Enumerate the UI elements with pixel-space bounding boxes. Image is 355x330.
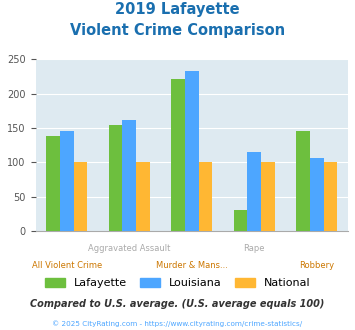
Text: Violent Crime Comparison: Violent Crime Comparison — [70, 23, 285, 38]
Bar — [109, 125, 122, 231]
Text: All Violent Crime: All Violent Crime — [32, 261, 102, 270]
Bar — [122, 120, 136, 231]
Bar — [60, 131, 73, 231]
Bar — [185, 71, 198, 231]
Bar — [323, 162, 337, 231]
Bar — [198, 162, 212, 231]
Bar — [73, 162, 87, 231]
Bar — [234, 211, 247, 231]
Bar — [247, 152, 261, 231]
Text: Robbery: Robbery — [299, 261, 334, 270]
Bar — [46, 136, 60, 231]
Text: © 2025 CityRating.com - https://www.cityrating.com/crime-statistics/: © 2025 CityRating.com - https://www.city… — [53, 321, 302, 327]
Text: Rape: Rape — [244, 244, 265, 253]
Text: Compared to U.S. average. (U.S. average equals 100): Compared to U.S. average. (U.S. average … — [30, 299, 325, 309]
Text: Aggravated Assault: Aggravated Assault — [88, 244, 170, 253]
Bar — [310, 158, 323, 231]
Text: Murder & Mans...: Murder & Mans... — [156, 261, 228, 270]
Bar — [261, 162, 275, 231]
Text: 2019 Lafayette: 2019 Lafayette — [115, 2, 240, 16]
Bar — [136, 162, 150, 231]
Bar — [296, 131, 310, 231]
Bar — [171, 79, 185, 231]
Legend: Lafayette, Louisiana, National: Lafayette, Louisiana, National — [45, 278, 310, 288]
